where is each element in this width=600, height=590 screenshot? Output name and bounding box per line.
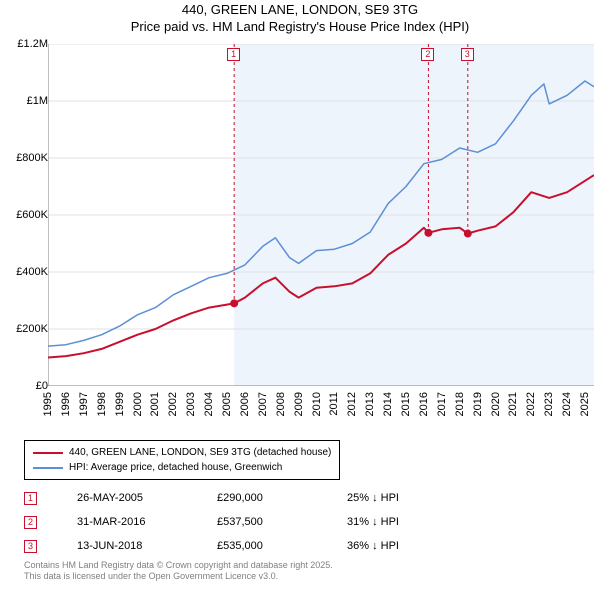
transaction-marker: 3 xyxy=(24,540,37,553)
legend: 440, GREEN LANE, LONDON, SE9 3TG (detach… xyxy=(24,440,340,480)
x-tick-label: 2013 xyxy=(364,392,376,416)
y-tick-label: £200K xyxy=(16,323,48,335)
legend-label: 440, GREEN LANE, LONDON, SE9 3TG (detach… xyxy=(69,445,331,460)
transaction-marker: 2 xyxy=(24,516,37,529)
x-tick-label: 2003 xyxy=(185,392,197,416)
x-tick-label: 2010 xyxy=(311,392,323,416)
transaction-delta: 25% ↓ HPI xyxy=(347,492,457,504)
y-tick-label: £400K xyxy=(16,266,48,278)
attribution-text: Contains HM Land Registry data © Crown c… xyxy=(24,560,333,583)
y-tick-label: £0 xyxy=(36,380,48,392)
x-tick-label: 2004 xyxy=(203,392,215,416)
y-tick-label: £800K xyxy=(16,152,48,164)
x-tick-label: 2009 xyxy=(293,392,305,416)
x-tick-label: 2024 xyxy=(561,392,573,416)
legend-swatch xyxy=(33,452,63,454)
transaction-row: 2 31-MAR-2016£537,50031% ↓ HPI xyxy=(24,510,457,534)
chart-subtitle: Price paid vs. HM Land Registry's House … xyxy=(0,19,600,36)
x-tick-label: 1998 xyxy=(96,392,108,416)
sale-marker-3: 3 xyxy=(461,48,474,61)
x-tick-label: 2006 xyxy=(239,392,251,416)
x-tick-label: 2005 xyxy=(221,392,233,416)
legend-label: HPI: Average price, detached house, Gree… xyxy=(69,460,282,475)
x-tick-label: 2019 xyxy=(472,392,484,416)
x-tick-label: 2025 xyxy=(579,392,591,416)
sale-marker-2: 2 xyxy=(421,48,434,61)
chart-title: 440, GREEN LANE, LONDON, SE9 3TG xyxy=(0,2,600,19)
transaction-delta: 31% ↓ HPI xyxy=(347,516,457,528)
x-tick-label: 2014 xyxy=(382,392,394,416)
transactions-table: 1 26-MAY-2005£290,00025% ↓ HPI 2 31-MAR-201… xyxy=(24,486,457,558)
transaction-date: 13-JUN-2018 xyxy=(77,540,217,552)
transaction-date: 31-MAR-2016 xyxy=(77,516,217,528)
x-tick-label: 2002 xyxy=(167,392,179,416)
transaction-delta: 36% ↓ HPI xyxy=(347,540,457,552)
page-root: 440, GREEN LANE, LONDON, SE9 3TG Price p… xyxy=(0,0,600,590)
attribution-line1: Contains HM Land Registry data © Crown c… xyxy=(24,560,333,571)
x-tick-label: 2015 xyxy=(400,392,412,416)
x-tick-label: 2011 xyxy=(328,392,340,416)
chart-svg xyxy=(48,44,594,386)
transaction-date: 26-MAY-2005 xyxy=(77,492,217,504)
x-tick-label: 1999 xyxy=(114,392,126,416)
transaction-price: £290,000 xyxy=(217,492,347,504)
x-tick-label: 2016 xyxy=(418,392,430,416)
legend-swatch xyxy=(33,467,63,469)
attribution-line2: This data is licensed under the Open Gov… xyxy=(24,571,333,582)
legend-item: HPI: Average price, detached house, Gree… xyxy=(33,460,331,475)
x-tick-label: 2017 xyxy=(436,392,448,416)
x-tick-label: 1997 xyxy=(78,392,90,416)
y-tick-label: £600K xyxy=(16,209,48,221)
x-tick-label: 2000 xyxy=(132,392,144,416)
x-tick-label: 2012 xyxy=(346,392,358,416)
x-tick-label: 1995 xyxy=(42,392,54,416)
x-tick-label: 2021 xyxy=(507,392,519,416)
legend-item: 440, GREEN LANE, LONDON, SE9 3TG (detach… xyxy=(33,445,331,460)
transaction-row: 3 13-JUN-2018£535,00036% ↓ HPI xyxy=(24,534,457,558)
x-tick-label: 2008 xyxy=(275,392,287,416)
x-tick-label: 2020 xyxy=(490,392,502,416)
x-tick-label: 2001 xyxy=(149,392,161,416)
x-tick-label: 2023 xyxy=(543,392,555,416)
chart-area xyxy=(48,44,594,386)
x-tick-label: 2007 xyxy=(257,392,269,416)
title-block: 440, GREEN LANE, LONDON, SE9 3TG Price p… xyxy=(0,0,600,36)
transaction-marker: 1 xyxy=(24,492,37,505)
sale-marker-1: 1 xyxy=(227,48,240,61)
y-tick-label: £1.2M xyxy=(17,38,48,50)
x-tick-label: 2018 xyxy=(454,392,466,416)
x-tick-label: 1996 xyxy=(60,392,72,416)
transaction-row: 1 26-MAY-2005£290,00025% ↓ HPI xyxy=(24,486,457,510)
y-tick-label: £1M xyxy=(27,95,48,107)
transaction-price: £537,500 xyxy=(217,516,347,528)
x-tick-label: 2022 xyxy=(525,392,537,416)
transaction-price: £535,000 xyxy=(217,540,347,552)
